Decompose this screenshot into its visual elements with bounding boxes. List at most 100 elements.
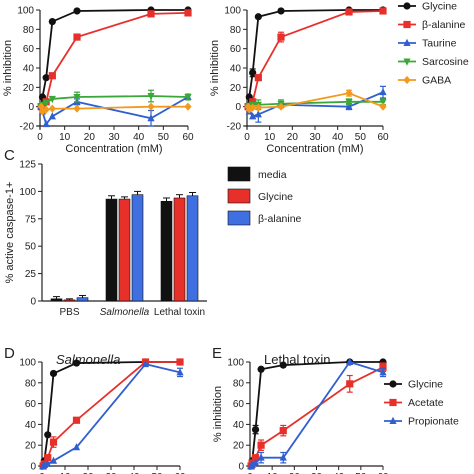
panel-b-data-point xyxy=(277,102,285,111)
panel-a-data-point xyxy=(48,72,56,80)
panel-b-legend-marker xyxy=(403,20,411,29)
panel-d-x-tick-label: 40 xyxy=(128,472,140,474)
panel-e-data-point xyxy=(257,441,265,449)
panel-b-legend-entry: GABA xyxy=(422,75,451,87)
panel-e-y-tick-label: 0 xyxy=(238,462,244,473)
panel-e-legend-entry: Propionate xyxy=(408,416,459,428)
panel-d-data-point xyxy=(44,454,52,462)
panel-e-x-tick-label: 40 xyxy=(333,472,345,474)
panel-a-series-gaba xyxy=(37,102,192,116)
panel-b-data-point xyxy=(254,103,262,112)
panel-b-x-tick-label: 60 xyxy=(377,132,389,143)
panel-b-x-tick-label: 20 xyxy=(287,132,299,143)
panel-a-x-tick-label: 50 xyxy=(158,132,170,143)
panel-d-data-point xyxy=(44,431,52,439)
panel-a-data-point xyxy=(48,95,56,104)
panel-b-data-point xyxy=(345,8,353,16)
panel-a-series-line xyxy=(40,95,189,108)
panel-d-y-tick-label: 40 xyxy=(25,420,37,431)
panel-d-series-acetate xyxy=(39,358,184,470)
panel-b-y-axis-label: % inhibition xyxy=(209,40,221,96)
panel-a-x-axis-label: Concentration (mM) xyxy=(65,143,162,155)
panel-c-bar xyxy=(76,297,89,302)
panel-d-series-propionate xyxy=(39,359,184,469)
panel-d-data-point xyxy=(72,416,81,424)
panel-e-series-line xyxy=(250,366,384,467)
panel-d-y-tick-label: 100 xyxy=(19,358,36,369)
panel-a-data-point xyxy=(184,9,192,17)
panel-b-data-point xyxy=(379,102,387,111)
panel-b-data-point xyxy=(254,110,262,118)
panel-c-y-axis-label: % active caspase-1+ xyxy=(4,182,16,284)
panel-d-y-tick-label: 80 xyxy=(25,378,37,389)
panel-e-data-point xyxy=(251,454,260,462)
panel-d-series-line xyxy=(42,361,180,467)
panel-e-data-point xyxy=(251,426,260,434)
panel-b-data-point xyxy=(245,105,253,114)
panel-e-legend-marker xyxy=(389,416,397,424)
panel-c-y-tick-label: 100 xyxy=(19,187,36,198)
panel-a-data-point xyxy=(48,104,56,113)
panel-c-legend-entry: Glycine xyxy=(258,191,293,203)
panel-a-data-point xyxy=(147,102,155,111)
panel-d-y-tick-label: 0 xyxy=(30,462,36,473)
panel-a-y-axis-label: % inhibition xyxy=(2,40,14,96)
panel-c-bar xyxy=(118,198,131,302)
panel-e-data-point xyxy=(346,380,354,388)
panel-a-y-tick-label: 60 xyxy=(23,44,35,55)
panel-a-series-line xyxy=(41,12,189,108)
panel-e-x-tick-label: 60 xyxy=(377,472,389,474)
panel-b-y-tick-label: 0 xyxy=(235,102,241,113)
panel-a-y-tick-label: -20 xyxy=(20,122,35,133)
panel-b-y-tick-label: 100 xyxy=(224,6,241,17)
panel-b-legend-marker xyxy=(403,2,411,10)
panel-a-y-tick-label: 20 xyxy=(23,83,35,94)
panel-b-x-tick-label: 30 xyxy=(309,132,321,143)
panel-c-y-tick-label: 50 xyxy=(25,242,37,253)
panel-b-x-tick-label: 0 xyxy=(244,132,250,143)
panel-d-data-point xyxy=(176,358,184,366)
panel-b-legend-marker xyxy=(403,75,411,85)
panel-c-y-tick-label: 0 xyxy=(30,297,36,308)
panel-c-bar xyxy=(50,298,63,302)
panel-a-data-point xyxy=(48,112,56,120)
panel-b-data-point xyxy=(345,98,353,107)
panel-e-x-tick-label: 0 xyxy=(247,472,253,474)
panel-b-data-point xyxy=(249,103,257,112)
panel-e-y-tick-label: 80 xyxy=(233,378,245,389)
panel-b-y-tick-label: -20 xyxy=(227,122,242,133)
panel-a-data-point xyxy=(42,74,50,82)
panel-d-data-point xyxy=(72,443,81,451)
panel-b-series-line xyxy=(248,10,384,108)
panel-e-data-point xyxy=(379,363,387,371)
panel-b-data-point xyxy=(249,112,257,120)
panel-c-y-tick-label: 125 xyxy=(19,160,36,171)
panel-d-series-line xyxy=(42,361,180,467)
panel-a-y-tick-label: 40 xyxy=(23,64,35,75)
panel-e-x-tick-label: 50 xyxy=(355,472,367,474)
panel-d-series-glycine xyxy=(39,358,184,470)
panel-b-legend-entry: Glycine xyxy=(422,1,457,13)
panel-d-data-point xyxy=(141,359,150,368)
panel-b-y-tick-label: 60 xyxy=(230,44,242,55)
panel-c-category-label: PBS xyxy=(59,307,79,318)
panel-e-data-point xyxy=(279,361,287,369)
panel-a-x-tick-label: 40 xyxy=(133,132,145,143)
panel-a-x-tick-label: 10 xyxy=(59,132,71,143)
panel-d-x-tick-label: 60 xyxy=(174,472,186,474)
panel-b-series-glycine xyxy=(244,6,387,111)
panel-b-y-tick-label: 20 xyxy=(230,83,242,94)
panel-d-data-point xyxy=(49,369,58,378)
panel-e-data-point xyxy=(279,427,287,435)
panel-d-data-point xyxy=(44,459,52,467)
panel-b-legend-entry: Sarcosine xyxy=(422,56,469,68)
panel-a-data-point xyxy=(48,18,56,26)
panel-b-legend-marker xyxy=(403,38,411,46)
panel-d-x-tick-label: 50 xyxy=(151,472,163,474)
panel-a-data-point xyxy=(73,104,81,113)
panel-a-y-tick-label: 0 xyxy=(28,102,34,113)
panel-e-data-point xyxy=(251,458,260,466)
panel-d-data-point xyxy=(49,456,58,464)
panel-c-category-label: Lethal toxin xyxy=(154,307,205,318)
panel-c-legend-entry: media xyxy=(258,169,287,181)
